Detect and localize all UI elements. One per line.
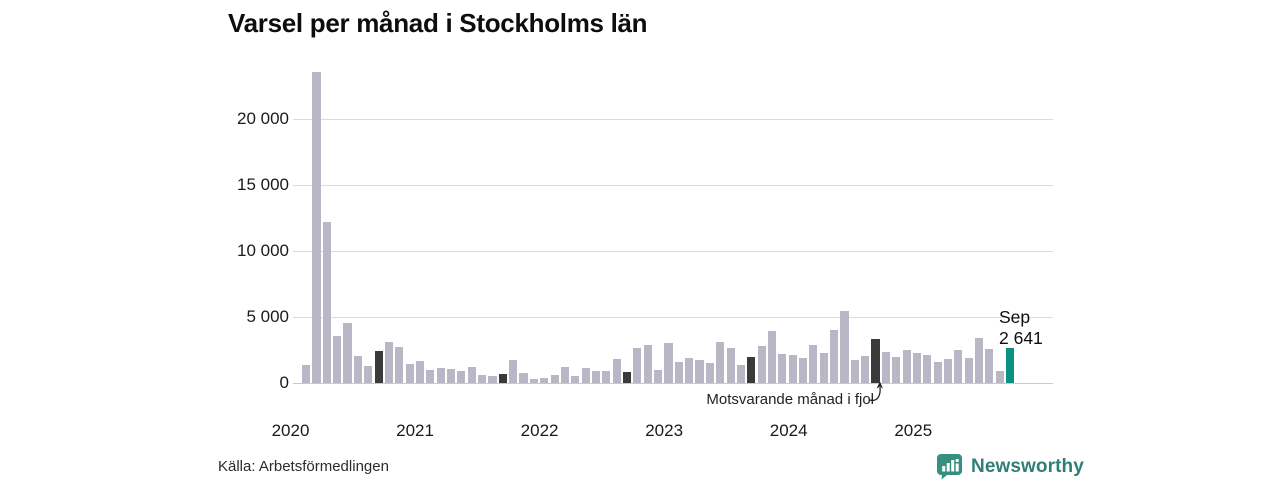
- bar: [571, 376, 580, 383]
- bar-chart-badge-icon: [937, 454, 962, 480]
- bar: [912, 352, 921, 383]
- latest-value-label: Sep 2 641: [999, 307, 1043, 349]
- y-tick-label: 0: [279, 373, 289, 392]
- bar-prev-year-month: [871, 339, 880, 383]
- bar: [478, 374, 487, 383]
- annotation-arrow-icon: [869, 381, 883, 402]
- bar: [850, 360, 859, 383]
- bar: [933, 362, 942, 383]
- bar: [591, 371, 601, 383]
- bar: [602, 371, 611, 383]
- bar-prev-year-month: [747, 356, 756, 383]
- bar: [861, 355, 870, 383]
- bar: [395, 347, 404, 383]
- bar: [436, 367, 445, 383]
- bar: [560, 367, 569, 383]
- bar: [529, 379, 538, 383]
- bar: [798, 357, 808, 383]
- bar: [581, 368, 590, 383]
- bar: [695, 359, 704, 383]
- bar: [353, 356, 362, 383]
- bar: [757, 345, 766, 383]
- bar: [840, 311, 849, 383]
- bar: [819, 352, 828, 383]
- bar: [943, 358, 953, 383]
- bar: [426, 369, 435, 383]
- y-tick-label: 15 000: [237, 175, 289, 194]
- bar-current-month: [1006, 348, 1015, 383]
- bar: [705, 363, 714, 383]
- bar: [830, 330, 839, 383]
- x-year-label-2020: 2020: [271, 421, 310, 440]
- bar: [809, 344, 818, 383]
- bar: [964, 357, 973, 383]
- bar: [488, 376, 497, 383]
- gridline-20000: [293, 119, 1053, 120]
- newsworthy-wordmark: Newsworthy: [971, 455, 1084, 477]
- gridline-15000: [293, 185, 1053, 186]
- newsworthy-brand: Newsworthy: [936, 453, 1084, 480]
- bar: [674, 362, 683, 383]
- bar: [881, 352, 890, 383]
- annotation-motsvarande-manad: Motsvarande månad i fjol: [706, 391, 874, 408]
- page-title: Varsel per månad i Stockholms län: [228, 8, 648, 38]
- bar: [333, 335, 342, 383]
- bar: [457, 371, 466, 383]
- bar-prev-year-month: [622, 371, 632, 383]
- bar: [995, 371, 1004, 383]
- gridline-5000: [293, 317, 1053, 318]
- x-year-label-2025: 2025: [894, 421, 933, 440]
- bar: [923, 355, 932, 383]
- bar: [974, 337, 984, 383]
- bar: [892, 357, 901, 383]
- bar: [664, 343, 673, 383]
- bar: [902, 349, 911, 383]
- bar: [415, 361, 425, 383]
- y-tick-label: 20 000: [237, 109, 289, 128]
- bar: [540, 378, 549, 383]
- bar-prev-year-month: [498, 373, 507, 383]
- gridline-0: [293, 383, 1053, 384]
- bar: [312, 71, 321, 383]
- bar: [612, 359, 621, 383]
- bar: [633, 348, 642, 383]
- bar: [446, 369, 456, 383]
- bar: [954, 350, 963, 383]
- bar: [302, 364, 311, 383]
- bar: [778, 354, 787, 383]
- latest-value: 2 641: [999, 328, 1043, 348]
- bar-prev-year-month: [374, 350, 383, 383]
- latest-month: Sep: [999, 307, 1031, 327]
- x-year-label-2023: 2023: [645, 421, 684, 440]
- x-year-label-2021: 2021: [396, 421, 434, 440]
- bar: [985, 348, 994, 383]
- source-credit: Källa: Arbetsförmedlingen: [218, 458, 389, 475]
- bar: [716, 342, 725, 383]
- bar: [788, 354, 797, 383]
- bar: [405, 364, 414, 383]
- bar: [509, 360, 518, 383]
- bar: [519, 373, 528, 383]
- x-year-label-2022: 2022: [520, 421, 559, 440]
- bar: [654, 369, 663, 383]
- bar: [322, 222, 331, 383]
- bar: [343, 322, 352, 383]
- bar: [550, 375, 559, 383]
- bar: [643, 344, 652, 383]
- x-year-label-2024: 2024: [769, 421, 808, 440]
- bar: [726, 348, 735, 383]
- bar: [767, 331, 777, 383]
- bar: [467, 366, 476, 383]
- y-tick-label: 5 000: [246, 307, 289, 326]
- bar: [685, 357, 694, 383]
- y-tick-label: 10 000: [237, 241, 289, 260]
- gridline-10000: [293, 251, 1053, 252]
- bar: [736, 364, 745, 383]
- bar: [364, 366, 373, 383]
- bar: [384, 341, 393, 383]
